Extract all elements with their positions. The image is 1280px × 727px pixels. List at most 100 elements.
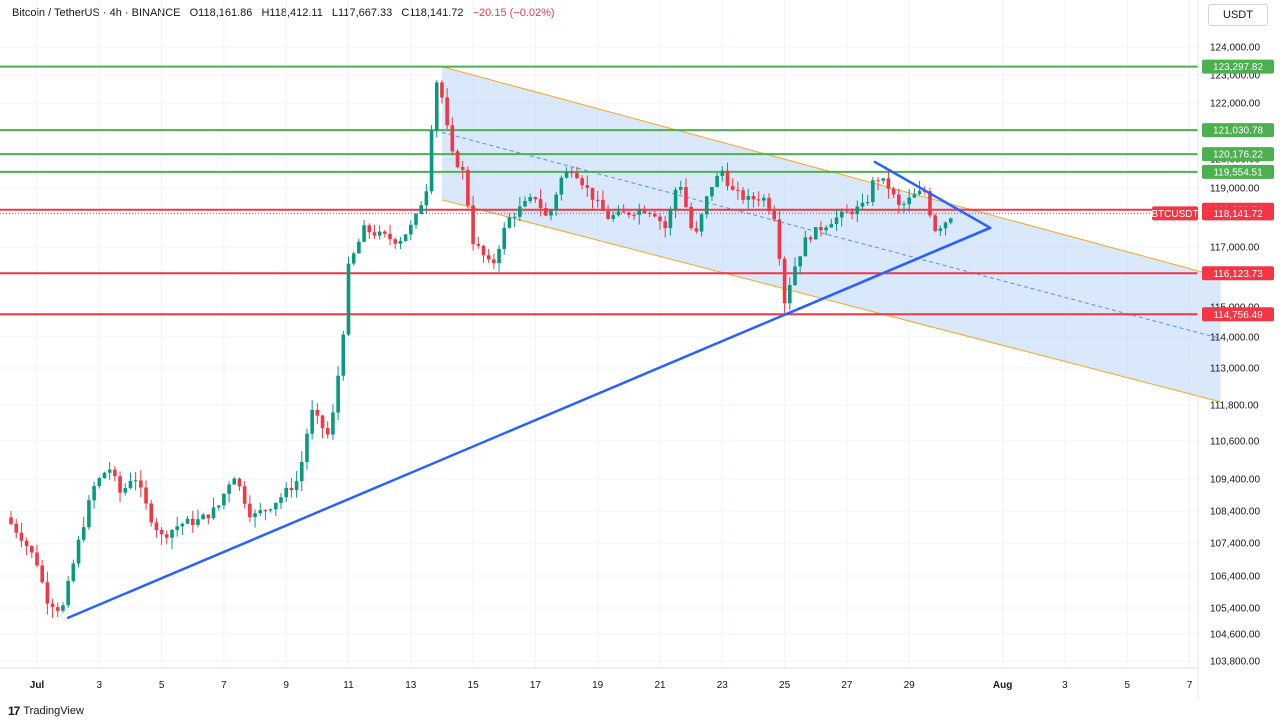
candle-body [725, 170, 730, 187]
currency-selector[interactable]: USDT [1208, 4, 1268, 26]
candle-body [751, 196, 756, 200]
level-badge [1202, 59, 1274, 74]
chart-header: Bitcoin / TetherUS · 4h · BINANCE O118,1… [12, 7, 555, 19]
candle-body [227, 484, 231, 494]
candle-body [891, 188, 896, 195]
candle-body [523, 201, 527, 207]
x-tick-label: 19 [592, 680, 604, 691]
candle-body [211, 507, 216, 519]
channel-drawing [441, 66, 1221, 403]
candle-body [575, 173, 579, 179]
candle-body [24, 540, 29, 547]
x-tick-label: 23 [717, 680, 729, 691]
candle-body [819, 227, 823, 231]
candle-body [284, 487, 288, 498]
open-label: O [189, 7, 199, 19]
candle-body [606, 210, 610, 219]
candle-body [658, 216, 662, 222]
x-tick-label: 11 [343, 680, 354, 691]
candle-body [445, 97, 449, 126]
candle-body [357, 241, 361, 254]
x-tick-label: 3 [97, 680, 103, 691]
candle-body [580, 178, 584, 186]
candle-body [164, 534, 169, 538]
candle-body [128, 480, 133, 489]
candle-body [346, 263, 351, 335]
x-tick-label: 7 [221, 680, 227, 691]
candle-body [730, 186, 735, 190]
candle-body [528, 197, 533, 202]
channel-midline [441, 131, 1221, 340]
candles [9, 80, 953, 619]
level-badge-label: 120,176.22 [1213, 150, 1263, 161]
candle-body [865, 202, 870, 204]
candle-body [798, 256, 802, 267]
candle-body [476, 244, 481, 246]
candle-body [653, 213, 657, 217]
candle-body [585, 185, 590, 188]
candle-body [772, 210, 777, 220]
candle-body [860, 202, 865, 207]
candle-body [627, 212, 631, 215]
y-tick-label: 113,000.00 [1210, 364, 1260, 375]
candle-body [40, 565, 44, 583]
y-tick-label: 103,800.00 [1210, 657, 1260, 668]
candle-body [383, 231, 387, 234]
candle-body [66, 580, 70, 606]
y-tick-label: 110,600.00 [1210, 437, 1260, 448]
candle-body [497, 248, 501, 264]
level-badge [1202, 123, 1274, 138]
candle-body [803, 237, 808, 257]
candle-body [595, 199, 600, 201]
candle-body [710, 186, 714, 197]
candle-body [372, 232, 377, 236]
candle-body [289, 487, 294, 491]
candle-body [362, 225, 366, 242]
candle-body [543, 208, 548, 216]
level-badge [1202, 266, 1274, 281]
candle-body [736, 189, 740, 191]
brand[interactable]: 17 TradingView [8, 704, 84, 718]
candle-body [746, 196, 751, 200]
candle-body [715, 175, 719, 187]
last-price-badge-label: 118,141.72 [1213, 209, 1263, 220]
candle-body [351, 253, 356, 264]
level-badge-label: 121,030.78 [1213, 126, 1263, 137]
candle-body [149, 503, 154, 523]
candle-body [61, 605, 65, 611]
x-tick-label: 7 [1187, 680, 1193, 691]
candle-body [133, 480, 138, 482]
candle-body [782, 258, 787, 304]
candle-body [621, 211, 626, 213]
candle-body [486, 255, 491, 260]
candle-body [97, 478, 102, 487]
candle-body [315, 409, 320, 416]
level-badge [1202, 147, 1274, 162]
candle-body [559, 177, 564, 195]
candle-body [336, 375, 340, 413]
triangle-upper-line [873, 160, 992, 230]
candle-body [55, 607, 60, 611]
candle-body [216, 505, 221, 508]
candle-body [741, 190, 745, 200]
candle-body [45, 582, 50, 604]
candle-body [564, 172, 569, 178]
candle-body [871, 180, 875, 203]
candle-body [502, 227, 507, 249]
y-tick-label: 107,400.00 [1210, 539, 1260, 550]
candle-body [113, 469, 117, 477]
candle-body [123, 488, 128, 493]
candle-body [190, 518, 195, 525]
candle-body [554, 194, 558, 211]
candle-body [590, 187, 595, 200]
price-badges: 123,297.82 121,030.78 120,176.22 119,554.51… [1151, 59, 1274, 322]
candle-body [398, 240, 403, 244]
candle-body [154, 522, 159, 531]
candle-body [808, 237, 813, 240]
candle-body [518, 206, 522, 217]
candle-body [424, 191, 429, 206]
candle-body [118, 476, 122, 493]
x-tick-label: 21 [654, 680, 666, 691]
candle-body [492, 259, 496, 264]
